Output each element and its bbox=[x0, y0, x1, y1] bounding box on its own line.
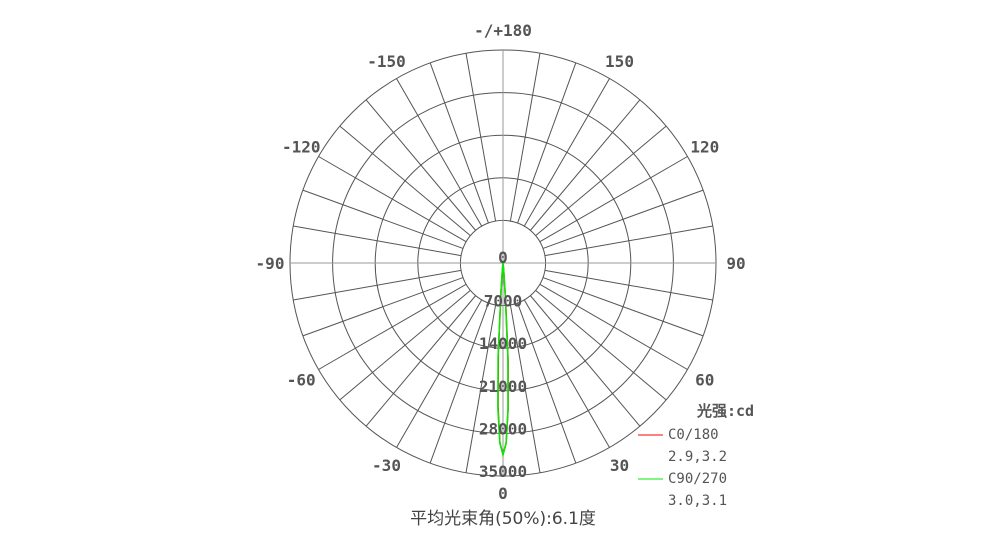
legend-beam-c0: 2.9,3.2 bbox=[668, 449, 727, 465]
radial-line-330 bbox=[396, 299, 483, 448]
curves bbox=[497, 262, 509, 458]
radial-line-240 bbox=[318, 156, 467, 243]
radial-line-280 bbox=[293, 269, 462, 301]
radial-label: 0 bbox=[498, 248, 508, 267]
radial-label: 21000 bbox=[479, 377, 527, 396]
radial-label: 14000 bbox=[479, 334, 527, 353]
radial-line-340 bbox=[429, 302, 489, 464]
legend-name-c0: C0/180 bbox=[668, 427, 719, 443]
curve-C90-270 bbox=[497, 262, 509, 458]
radial-line-250 bbox=[302, 189, 464, 249]
angle-label: 30 bbox=[610, 456, 629, 475]
radial-label: 28000 bbox=[479, 419, 527, 438]
radial-line-70 bbox=[542, 277, 704, 337]
radial-label: 35000 bbox=[479, 462, 527, 481]
angle-label: 60 bbox=[695, 371, 714, 390]
radial-line-140 bbox=[529, 99, 641, 231]
radial-line-210 bbox=[396, 78, 483, 227]
unit-label: 光强:cd bbox=[696, 402, 754, 420]
radial-line-220 bbox=[365, 99, 477, 231]
radial-line-310 bbox=[339, 289, 471, 401]
angle-label: -60 bbox=[287, 371, 316, 390]
radial-label: 7000 bbox=[484, 292, 523, 311]
angle-label: -90 bbox=[256, 254, 285, 273]
radial-line-30 bbox=[523, 299, 610, 448]
radial-line-20 bbox=[517, 302, 577, 464]
radial-line-350 bbox=[465, 304, 497, 473]
chart-title: 平均光束角(50%):6.1度 bbox=[410, 509, 596, 529]
radial-line-150 bbox=[523, 78, 610, 227]
radial-line-100 bbox=[544, 225, 713, 257]
angle-label: 150 bbox=[605, 52, 634, 71]
radial-line-50 bbox=[535, 289, 667, 401]
radial-line-40 bbox=[529, 295, 641, 427]
angle-label: 120 bbox=[690, 138, 719, 157]
angle-label: 90 bbox=[726, 254, 745, 273]
radial-line-290 bbox=[302, 277, 464, 337]
angle-label: 0 bbox=[498, 484, 508, 503]
angle-label: -150 bbox=[367, 52, 406, 71]
angle-label: -120 bbox=[282, 138, 321, 157]
legend-name-c90: C90/270 bbox=[668, 471, 727, 487]
radial-line-260 bbox=[293, 225, 462, 257]
radial-line-320 bbox=[365, 295, 477, 427]
angle-label: -/+180 bbox=[474, 21, 532, 40]
radial-line-110 bbox=[542, 189, 704, 249]
radial-line-200 bbox=[429, 62, 489, 224]
labels: 0 30 60 90 120 150 -/+180 -150 -120 -90 -60 -30 0 700… bbox=[256, 21, 746, 503]
radial-line-300 bbox=[318, 283, 467, 370]
radial-line-160 bbox=[517, 62, 577, 224]
radial-line-80 bbox=[544, 269, 713, 301]
radial-line-130 bbox=[535, 125, 667, 237]
radial-line-230 bbox=[339, 125, 471, 237]
radial-line-120 bbox=[539, 156, 688, 243]
angle-label: -30 bbox=[372, 456, 401, 475]
radial-line-10 bbox=[509, 304, 541, 473]
legend-beam-c90: 3.0,3.1 bbox=[668, 493, 727, 509]
radial-line-190 bbox=[465, 53, 497, 222]
radial-line-170 bbox=[509, 53, 541, 222]
legend: 光强:cd C0/180 2.9,3.2 C90/270 3.0,3.1 bbox=[638, 402, 754, 509]
radial-line-60 bbox=[539, 283, 688, 370]
polar-grid bbox=[289, 49, 717, 477]
